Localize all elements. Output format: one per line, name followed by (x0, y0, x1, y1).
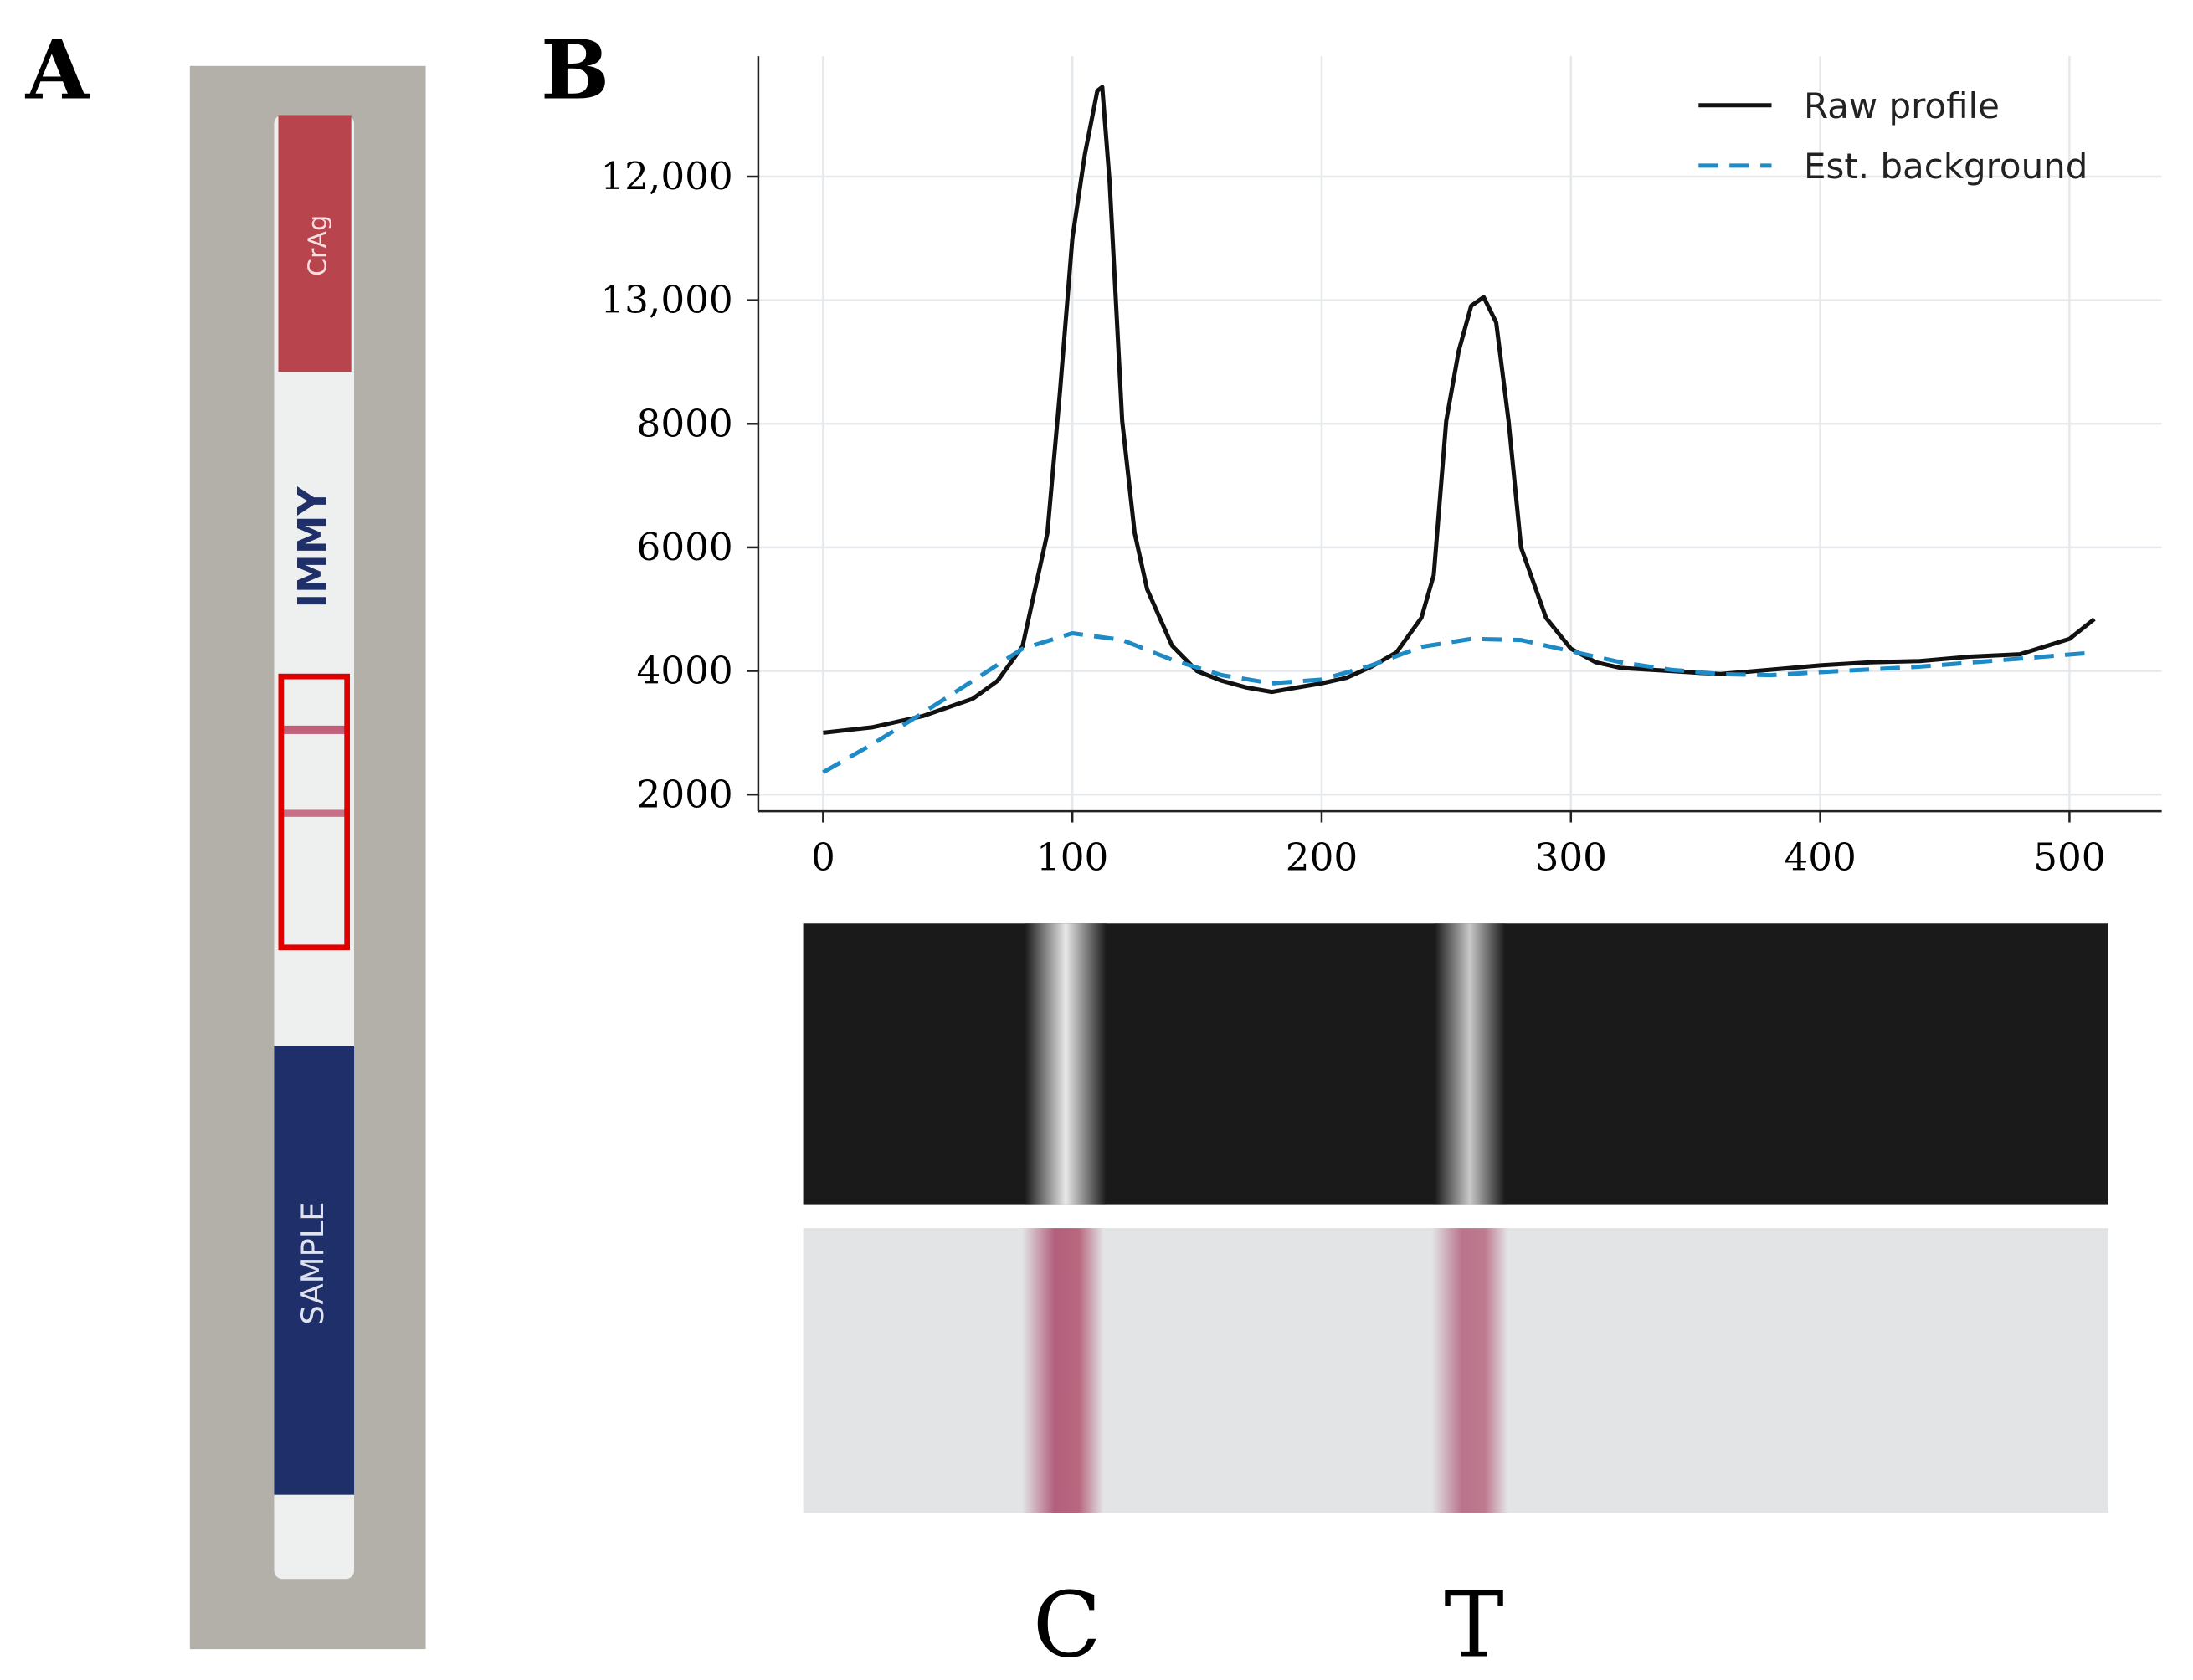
band-label: C (1033, 1573, 1102, 1677)
band-label: T (1444, 1573, 1504, 1677)
strip-label (278, 115, 352, 372)
x-tick-label: 400 (1784, 835, 1856, 880)
test-line (282, 809, 346, 817)
series-line (822, 631, 2095, 774)
panel-label: A (25, 22, 90, 117)
x-tick-label: 200 (1286, 835, 1358, 880)
band-c (1022, 1228, 1104, 1513)
sample-stripe (274, 1498, 355, 1508)
legend-label: Est. background (1804, 146, 2088, 187)
sample-pad (274, 1046, 355, 1495)
panel-label: B (541, 22, 609, 117)
strip-text: SAMPLE (295, 1201, 331, 1324)
y-tick-label: 13,000 (600, 278, 732, 322)
x-tick-label: 0 (811, 835, 835, 880)
y-tick-label: 12,000 (600, 154, 732, 198)
band-t (1435, 923, 1505, 1205)
band-images (803, 923, 2108, 1513)
strip-photo: CrAg IMMY SAMPLE (189, 65, 426, 1650)
plot: 2000 4000 6000 8000 13,000 12,000 0 100 200 300 40… (600, 56, 2162, 880)
roi-box (278, 673, 350, 951)
band-t (1431, 1228, 1508, 1513)
y-tick-label: 8000 (637, 401, 733, 445)
y-tick-label: 4000 (637, 649, 733, 693)
legend-label: Raw profile (1804, 85, 2000, 126)
control-line (282, 725, 346, 734)
x-tick-label: 500 (2033, 835, 2105, 880)
x-tick-label: 300 (1535, 835, 1607, 880)
strip-text: IMMY (290, 486, 336, 608)
strip-text: CrAg (303, 215, 332, 276)
band-c (1025, 923, 1107, 1205)
y-tick-label: 2000 (637, 772, 733, 816)
y-tick-label: 6000 (637, 525, 733, 569)
x-tick-label: 100 (1036, 835, 1108, 880)
